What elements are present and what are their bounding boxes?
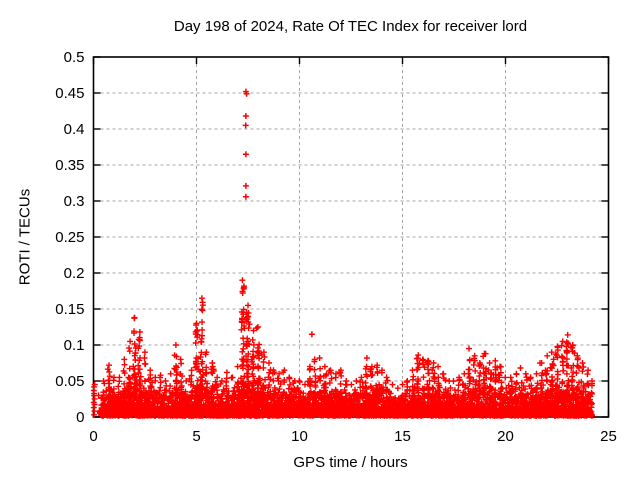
axis-ticks (92, 56, 610, 418)
y-tick-label: 0.3 (64, 193, 85, 210)
x-axis-label: GPS time / hours (293, 454, 408, 471)
tick-labels: 0 5 10 15 20 25 0 0.05 0.1 0.15 0.2 0.25 0.3 0.35 0.4 0… (55, 49, 617, 445)
y-tick-label: 0.35 (55, 157, 84, 174)
grid-lines (94, 58, 608, 416)
x-tick-label: 25 (600, 428, 617, 445)
data-points (90, 277, 595, 419)
y-tick-label: 0 (76, 409, 84, 426)
x-tick-label: 15 (394, 428, 411, 445)
y-tick-label: 0.5 (64, 49, 85, 66)
y-tick-label: 0.1 (64, 337, 85, 354)
y-tick-label: 0.4 (64, 121, 85, 138)
x-tick-label: 10 (291, 428, 308, 445)
y-tick-label: 0.45 (55, 85, 84, 102)
chart-title: Day 198 of 2024, Rate Of TEC Index for r… (173, 18, 528, 35)
plot-border (92, 56, 610, 418)
x-tick-label: 5 (192, 428, 200, 445)
y-tick-label: 0.15 (55, 301, 84, 318)
y-tick-label: 0.05 (55, 373, 84, 390)
x-tick-label: 0 (89, 428, 97, 445)
x-tick-label: 20 (497, 428, 514, 445)
y-tick-label: 0.2 (64, 265, 85, 282)
y-tick-label: 0.25 (55, 229, 84, 246)
outlier-points (242, 88, 315, 338)
